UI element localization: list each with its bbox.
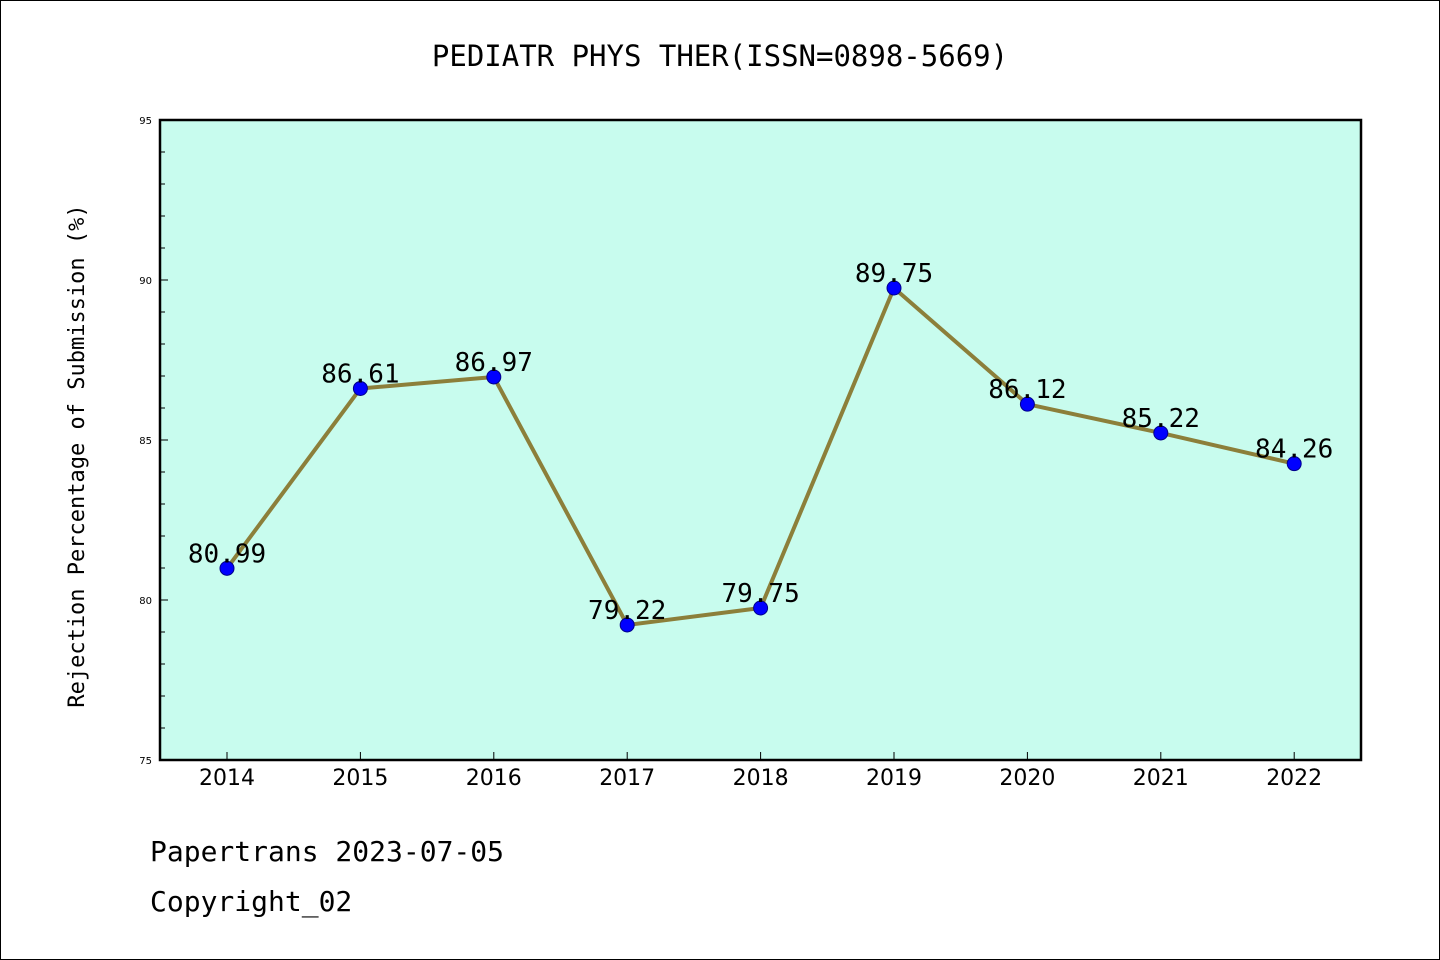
data-label: 85.22: [1122, 404, 1200, 434]
data-label: 80.99: [188, 539, 266, 569]
x-tick-label: 2015: [332, 766, 388, 791]
x-tick-label: 2018: [733, 766, 789, 791]
data-point-marker: [219, 560, 235, 576]
x-tick-label: 2019: [866, 766, 922, 791]
data-point-marker: [352, 380, 368, 396]
x-tick-label: 2022: [1266, 766, 1322, 791]
data-point-marker: [1286, 456, 1302, 472]
data-point-marker: [1019, 396, 1035, 412]
x-tick-label: 2014: [199, 766, 255, 791]
x-tick-label: 2020: [999, 766, 1055, 791]
y-tick-label: 75: [139, 756, 152, 767]
x-tick-label: 2016: [466, 766, 522, 791]
plot-border: [158, 118, 1363, 762]
data-label: 86.97: [455, 348, 533, 378]
x-tick-label: 2021: [1133, 766, 1189, 791]
data-point-marker: [886, 280, 902, 296]
footer-copyright: Copyright_02: [150, 885, 353, 918]
data-label-group: 80.99 86.61 86.97 79.22 79.75 89.75 86.12 85.22…: [188, 259, 1333, 626]
data-point-marker: [753, 600, 769, 616]
marker-group: [219, 280, 1302, 633]
data-label: 86.12: [988, 375, 1066, 405]
data-point-marker: [1153, 425, 1169, 441]
data-point-marker: [486, 369, 502, 385]
x-tick-label: 2017: [599, 766, 655, 791]
data-label: 84.26: [1255, 435, 1333, 465]
y-axis-label: Rejection Percentage of Submission (%): [65, 204, 90, 707]
footer-date: Papertrans 2023-07-05: [150, 835, 505, 868]
x-axis: 2014 2015 2016 2017 2018 2019 2020 2021 2022: [199, 752, 1322, 791]
data-point-marker: [619, 617, 635, 633]
y-tick-label: 85: [139, 436, 152, 447]
plot-area: [160, 120, 1361, 760]
y-tick-label: 80: [139, 596, 152, 607]
y-tick-label: 95: [139, 116, 152, 127]
data-label: 79.22: [588, 596, 666, 626]
data-label: 89.75: [855, 259, 933, 289]
data-label: 79.75: [721, 579, 799, 609]
chart-title: PEDIATR PHYS THER(ISSN=0898-5669): [432, 39, 1008, 73]
y-tick-label: 90: [139, 276, 152, 287]
data-label: 86.61: [321, 359, 399, 389]
